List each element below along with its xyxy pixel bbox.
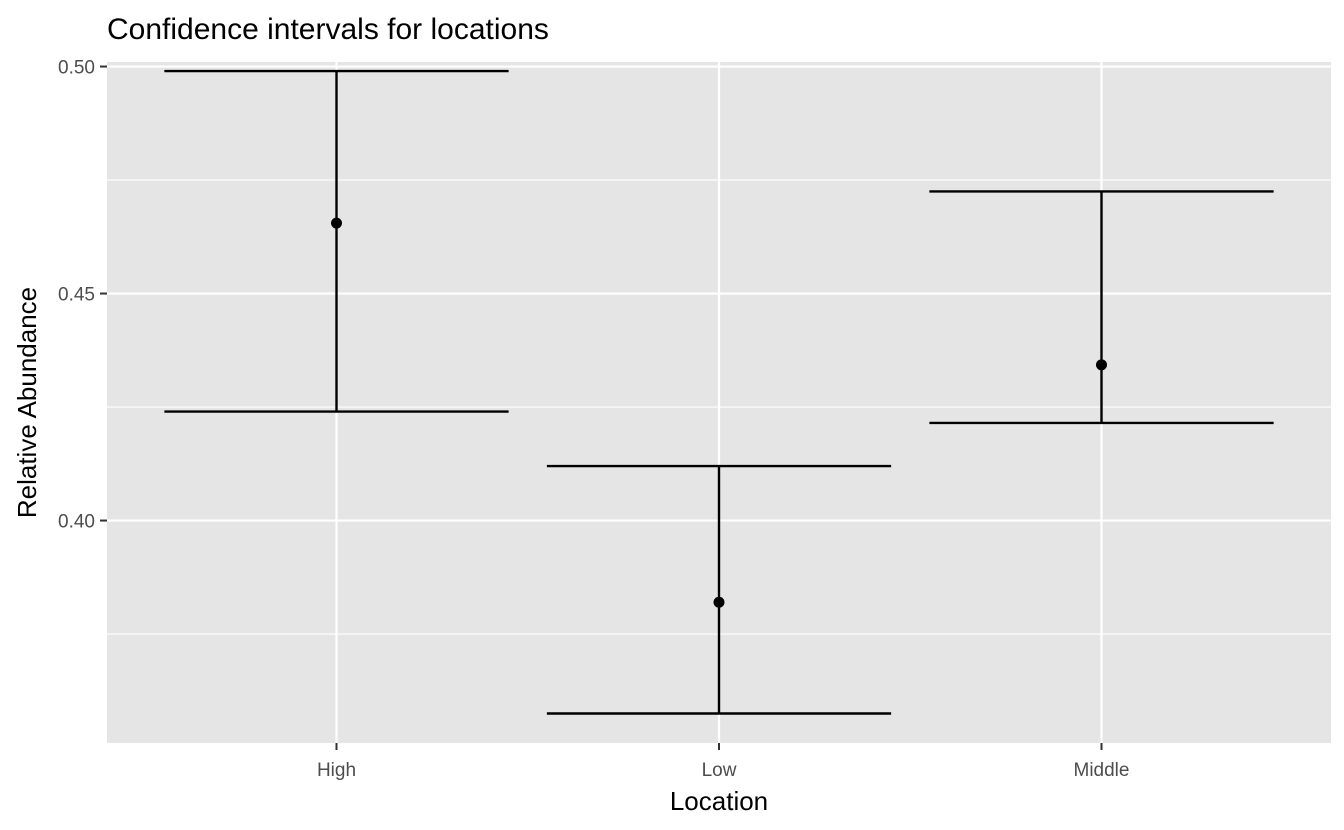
x-tick-label-high: High xyxy=(317,760,356,781)
point-low xyxy=(713,596,725,608)
x-tick-label-low: Low xyxy=(702,760,737,781)
point-high xyxy=(331,217,342,229)
y-tick-label-2: 0.50 xyxy=(58,58,95,79)
errorbar-low xyxy=(546,464,892,715)
errorbar-high xyxy=(164,69,509,413)
grid-lines xyxy=(107,62,1331,743)
axes: 0.40 0.45 0.50 High Low Middle xyxy=(58,58,1129,781)
chart-title: Confidence intervals for locations xyxy=(107,13,549,46)
y-axis-title: Relative Abundance xyxy=(12,287,42,518)
point-middle xyxy=(1096,359,1107,371)
x-axis-title: Location xyxy=(670,786,768,816)
y-tick-label-1: 0.45 xyxy=(58,285,95,306)
x-tick-label-middle: Middle xyxy=(1074,760,1130,781)
error-bars xyxy=(164,69,1274,715)
errorbar-middle xyxy=(929,190,1274,425)
y-tick-label-0: 0.40 xyxy=(58,512,95,533)
